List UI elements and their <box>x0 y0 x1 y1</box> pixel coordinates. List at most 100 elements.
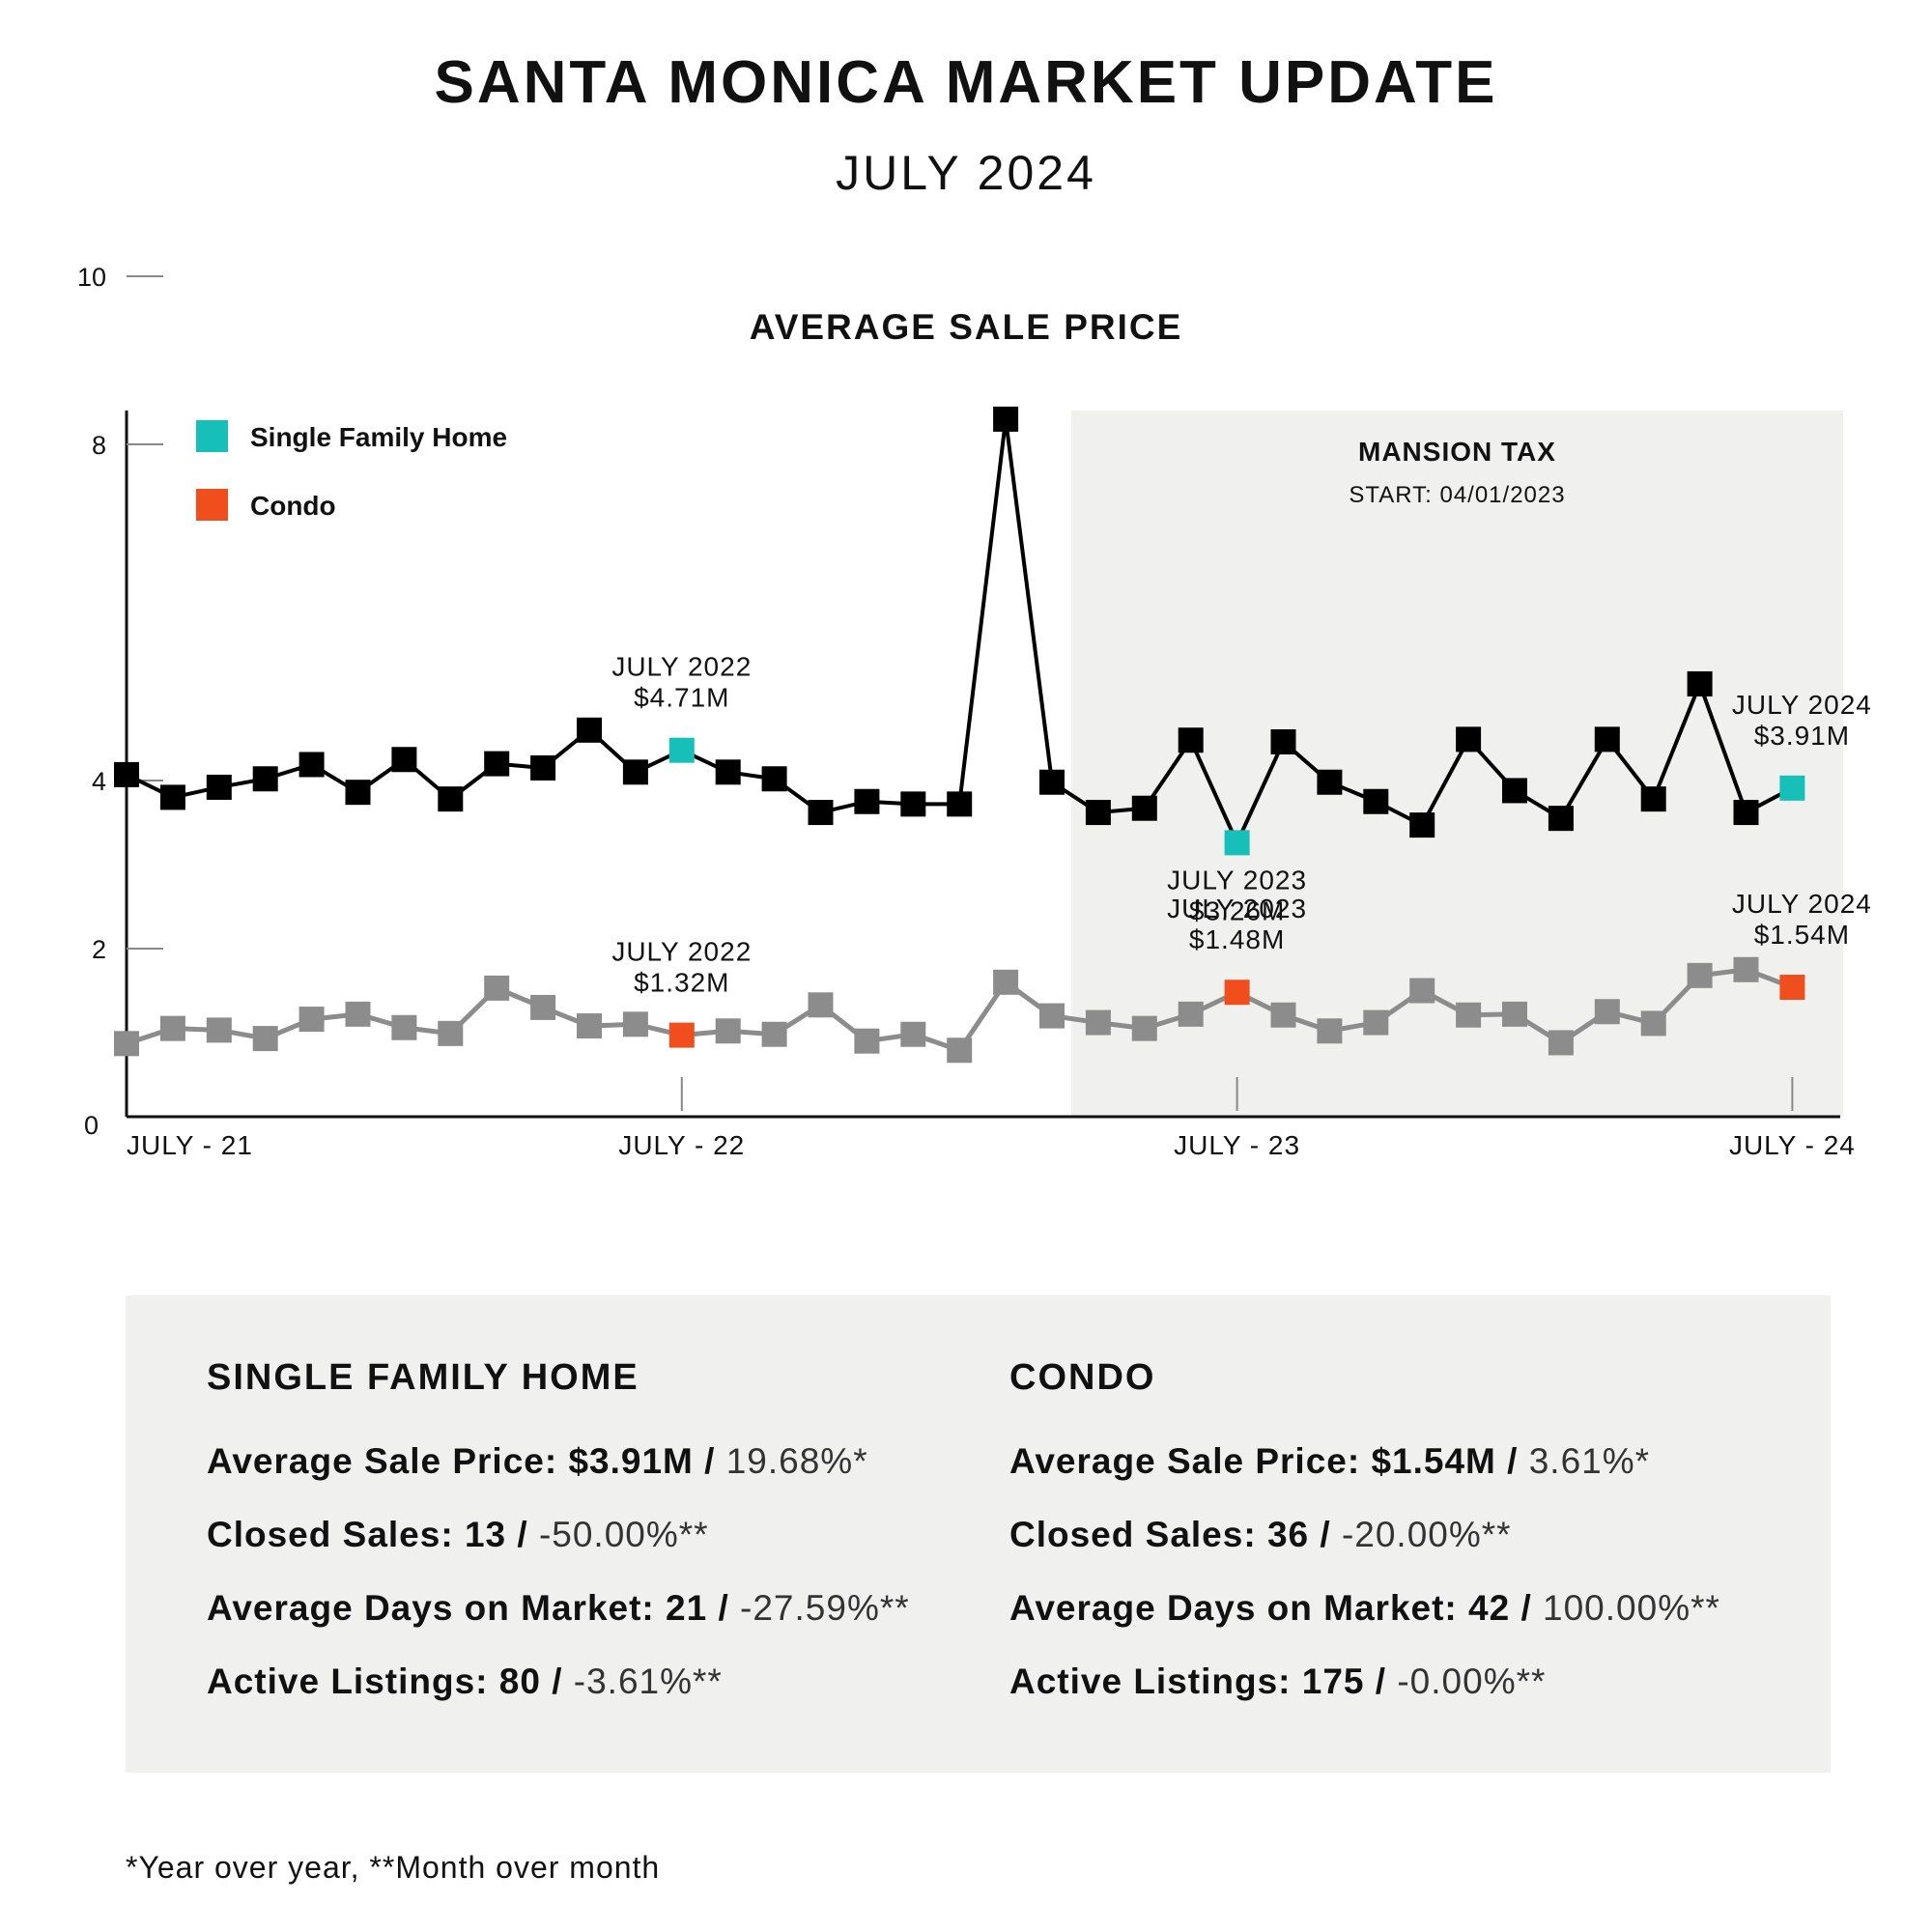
stat-label: Active Listings: <box>1009 1662 1292 1701</box>
sfh-data-point <box>530 754 556 781</box>
stat-value: $3.91M <box>568 1441 694 1481</box>
sfh-data-point <box>206 774 232 800</box>
sfh-data-point <box>1317 769 1343 795</box>
average-sale-price-chart: MANSION TAX START: 04/01/2023 0 2 4 8 10 JULY… <box>77 263 1872 1160</box>
condo-data-point <box>298 1007 325 1033</box>
condo-data-point <box>1733 956 1759 982</box>
sfh-data-point <box>1409 812 1435 838</box>
sfh-data-point <box>1178 727 1204 753</box>
stat-value: 21 <box>666 1588 708 1628</box>
sfh-data-point <box>1085 800 1111 826</box>
stat-change: -3.61%** <box>573 1662 723 1701</box>
stat-label: Average Sale Price: <box>1009 1441 1361 1481</box>
sfh-data-point <box>438 786 464 812</box>
stat-separator: / <box>1520 1588 1532 1628</box>
stat-change: -50.00%** <box>538 1515 709 1554</box>
condo-data-point <box>808 992 834 1018</box>
page-title: SANTA MONICA MARKET UPDATE <box>434 49 1498 116</box>
stat-value: 175 <box>1301 1662 1365 1701</box>
stat-separator: / <box>704 1441 716 1481</box>
stat-change: 19.68%* <box>725 1441 868 1481</box>
legend-label: Single Family Home <box>250 422 507 452</box>
chart-legend: Single Family Home Condo <box>196 420 507 521</box>
stat-separator: / <box>1507 1441 1519 1481</box>
sfh-data-point <box>808 800 834 826</box>
x-tick-label: JULY - 24 <box>1729 1130 1856 1160</box>
sfh-annotation-month: JULY 2023 <box>1167 865 1307 895</box>
stat-separator: / <box>552 1662 563 1701</box>
condo-stat-row: Average Sale Price: $1.54M / 3.61%* <box>1009 1443 1720 1479</box>
condo-data-point <box>206 1017 232 1043</box>
sfh-stats-column: SINGLE FAMILY HOME Average Sale Price: $… <box>207 1357 910 1737</box>
condo-data-point <box>1131 1015 1157 1041</box>
condo-highlight-marker <box>668 1022 695 1048</box>
stat-value: 36 <box>1266 1515 1310 1554</box>
condo-annotation-value: $1.32M <box>634 968 729 998</box>
y-tick-label: 8 <box>92 431 106 460</box>
sfh-data-point <box>1502 778 1527 804</box>
sfh-data-point <box>345 780 371 806</box>
stat-change: 3.61%* <box>1528 1441 1651 1481</box>
sfh-data-point <box>1594 726 1620 753</box>
chart-title: AVERAGE SALE PRICE <box>749 307 1183 347</box>
sfh-data-point <box>1548 806 1574 832</box>
sfh-annotation-value: $4.71M <box>634 683 729 713</box>
condo-data-point <box>1640 1010 1666 1037</box>
sfh-data-point <box>1039 769 1065 795</box>
legend-label: Condo <box>250 491 336 521</box>
condo-data-point <box>947 1037 973 1064</box>
condo-stat-row: Active Listings: 175 / -0.00%** <box>1009 1663 1720 1699</box>
sfh-data-point <box>1131 795 1157 821</box>
sfh-data-point <box>715 759 741 785</box>
stat-label: Average Sale Price: <box>207 1441 558 1481</box>
condo-data-point <box>1363 1009 1389 1036</box>
condo-data-point <box>438 1020 464 1046</box>
condo-data-point <box>1270 1002 1296 1028</box>
stat-separator: / <box>517 1515 528 1554</box>
legend-swatch <box>196 489 228 521</box>
sfh-data-point <box>622 759 648 785</box>
sfh-data-point <box>159 784 185 810</box>
condo-annotation-value: $1.48M <box>1189 924 1285 954</box>
condo-annotation-value: $1.54M <box>1754 920 1850 950</box>
sfh-data-point <box>391 747 417 773</box>
stat-change: 100.00%** <box>1543 1588 1720 1628</box>
condo-data-point <box>1594 999 1620 1025</box>
condo-data-point <box>622 1011 648 1037</box>
condo-data-point <box>1085 1009 1111 1036</box>
stat-label: Active Listings: <box>207 1662 489 1701</box>
stat-label: Closed Sales: <box>1009 1515 1257 1554</box>
sfh-data-point <box>993 406 1019 432</box>
mansion-tax-start-label: START: 04/01/2023 <box>1349 482 1565 508</box>
sfh-data-point <box>761 766 787 792</box>
sfh-data-point <box>854 788 880 814</box>
sfh-data-point <box>1363 788 1389 814</box>
condo-annotation-month: JULY 2023 <box>1167 894 1307 923</box>
condo-data-point <box>900 1021 926 1047</box>
condo-data-point <box>715 1018 741 1044</box>
page-subtitle: JULY 2024 <box>836 146 1096 200</box>
condo-data-point <box>484 975 510 1001</box>
stat-value: 42 <box>1468 1588 1511 1628</box>
stat-value: 80 <box>498 1662 541 1701</box>
stat-label: Closed Sales: <box>207 1515 454 1554</box>
y-tick-label: 4 <box>92 767 106 796</box>
condo-stat-row: Average Days on Market: 42 / 100.00%** <box>1009 1590 1720 1626</box>
sfh-stat-row: Active Listings: 80 / -3.61%** <box>207 1663 910 1699</box>
sfh-data-point <box>298 752 325 778</box>
chart-series <box>114 406 1805 1064</box>
condo-data-point <box>1178 1001 1204 1027</box>
stat-change: -27.59%** <box>740 1588 910 1628</box>
condo-annotation-month: JULY 2024 <box>1732 889 1872 919</box>
condo-data-point <box>114 1031 139 1057</box>
sfh-stat-row: Closed Sales: 13 / -50.00%** <box>207 1517 910 1552</box>
condo-data-point <box>1317 1018 1343 1044</box>
condo-highlight-marker <box>1779 975 1805 1001</box>
sfh-annotation-month: JULY 2024 <box>1732 690 1872 720</box>
condo-data-point <box>577 1013 602 1039</box>
stat-value: $1.54M <box>1371 1441 1496 1481</box>
stat-change: -20.00%** <box>1341 1515 1512 1554</box>
condo-data-point <box>159 1015 185 1041</box>
condo-annotation-month: JULY 2022 <box>611 937 752 967</box>
